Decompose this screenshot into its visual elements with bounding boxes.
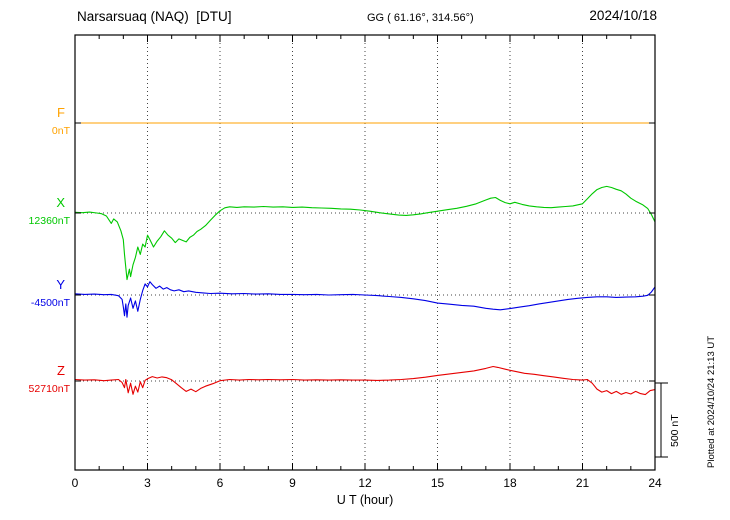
- x-tick-label-15: 15: [430, 476, 445, 490]
- station-coordinates: GG ( 61.16°, 314.56°): [367, 12, 474, 24]
- x-tick-label-21: 21: [575, 476, 590, 490]
- x-tick-label-9: 9: [289, 476, 296, 490]
- plot-frame: [74, 34, 656, 471]
- station-title: Narsarsuaq (NAQ) [DTU]: [77, 9, 232, 24]
- traces: [74, 122, 656, 396]
- series-baseline-Z: 52710nT: [28, 383, 70, 395]
- trace-X: [74, 185, 656, 281]
- series-letter-Y: Y: [56, 277, 65, 292]
- x-tick-label-6: 6: [216, 476, 224, 490]
- axis-ticks: [74, 35, 656, 470]
- x-tick-label-0: 0: [71, 476, 79, 490]
- x-tick-label-18: 18: [503, 476, 517, 490]
- gridlines: [75, 35, 655, 470]
- series-letter-Z: Z: [57, 363, 65, 378]
- x-axis-title: U T (hour): [336, 493, 394, 507]
- x-tick-label-12: 12: [358, 476, 372, 490]
- plot-date: 2024/10/18: [589, 8, 657, 23]
- series-baseline-Y: -4500nT: [30, 297, 70, 309]
- series-letter-F: F: [57, 105, 65, 120]
- series-baseline-X: 12360nT: [28, 215, 70, 227]
- trace-Y: [74, 281, 656, 318]
- x-tick-label-3: 3: [144, 476, 151, 490]
- x-tick-label-24: 24: [648, 476, 662, 490]
- scale-bar: 500 nT: [655, 382, 681, 458]
- scale-bar-label: 500 nT: [669, 414, 681, 447]
- series-baseline-F: 0nT: [51, 125, 70, 137]
- trace-Z: [74, 365, 656, 396]
- series-letter-X: X: [56, 195, 65, 210]
- plotted-timestamp: Plotted at 2024/10/24 21:13 UT: [706, 336, 717, 468]
